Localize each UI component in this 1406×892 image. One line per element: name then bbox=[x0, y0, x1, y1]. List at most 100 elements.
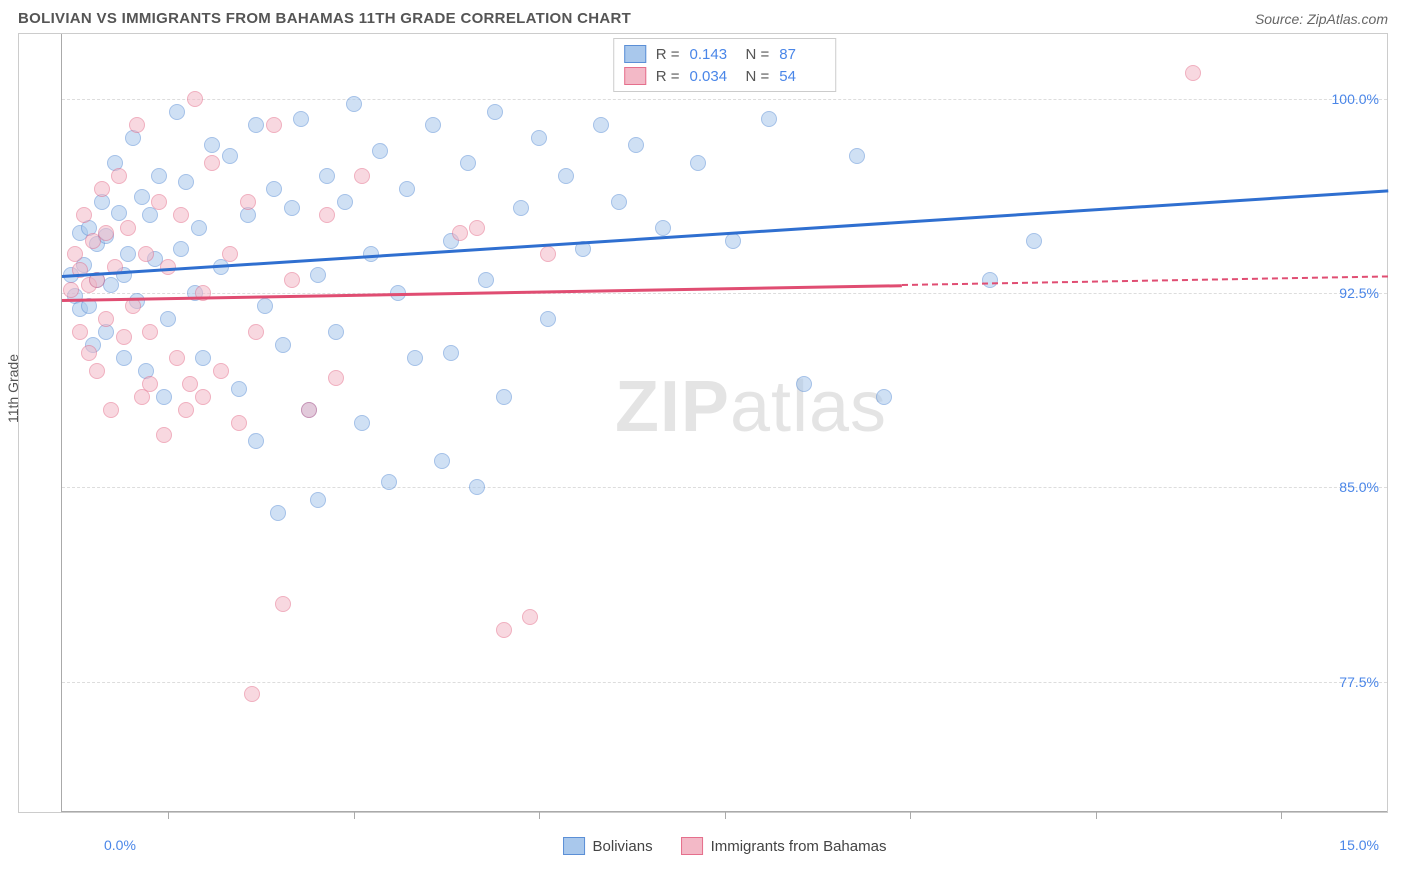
legend-swatch-bahamas bbox=[681, 837, 703, 855]
data-point-bolivians bbox=[195, 350, 211, 366]
y-axis-label: 11th Grade bbox=[5, 354, 21, 423]
data-point-bahamas bbox=[204, 155, 220, 171]
data-point-bolivians bbox=[849, 148, 865, 164]
data-point-bolivians bbox=[628, 137, 644, 153]
data-point-bolivians bbox=[655, 220, 671, 236]
stats-row-bahamas: R = 0.034 N = 54 bbox=[624, 65, 826, 87]
legend-swatch-bolivians bbox=[563, 837, 585, 855]
data-point-bolivians bbox=[434, 453, 450, 469]
legend-label-bahamas: Immigrants from Bahamas bbox=[711, 838, 887, 855]
data-point-bahamas bbox=[129, 117, 145, 133]
data-point-bolivians bbox=[116, 350, 132, 366]
data-point-bolivians bbox=[169, 104, 185, 120]
data-point-bolivians bbox=[381, 474, 397, 490]
data-point-bolivians bbox=[151, 168, 167, 184]
data-point-bahamas bbox=[522, 609, 538, 625]
data-point-bahamas bbox=[151, 194, 167, 210]
data-point-bahamas bbox=[354, 168, 370, 184]
data-point-bahamas bbox=[173, 207, 189, 223]
data-point-bolivians bbox=[1026, 233, 1042, 249]
data-point-bolivians bbox=[487, 104, 503, 120]
r-value-bahamas: 0.034 bbox=[690, 68, 736, 85]
n-label: N = bbox=[746, 68, 770, 85]
trend-line-bahamas-extrapolated bbox=[902, 275, 1388, 286]
data-point-bahamas bbox=[63, 282, 79, 298]
data-point-bolivians bbox=[222, 148, 238, 164]
data-point-bahamas bbox=[452, 225, 468, 241]
data-point-bolivians bbox=[407, 350, 423, 366]
swatch-bahamas bbox=[624, 67, 646, 85]
data-point-bahamas bbox=[98, 311, 114, 327]
data-point-bolivians bbox=[328, 324, 344, 340]
data-point-bahamas bbox=[182, 376, 198, 392]
x-tick bbox=[1281, 811, 1282, 819]
x-axis-min-label: 0.0% bbox=[104, 837, 136, 853]
data-point-bolivians bbox=[173, 241, 189, 257]
x-tick bbox=[725, 811, 726, 819]
stats-legend-box: R = 0.143 N = 87 R = 0.034 N = 54 bbox=[613, 38, 837, 92]
data-point-bahamas bbox=[244, 686, 260, 702]
data-point-bolivians bbox=[611, 194, 627, 210]
data-point-bolivians bbox=[134, 189, 150, 205]
watermark-part1: ZIP bbox=[615, 367, 730, 447]
data-point-bahamas bbox=[98, 225, 114, 241]
data-point-bahamas bbox=[103, 402, 119, 418]
data-point-bahamas bbox=[178, 402, 194, 418]
data-point-bolivians bbox=[425, 117, 441, 133]
gridline bbox=[62, 293, 1387, 294]
source-label: Source: ZipAtlas.com bbox=[1255, 11, 1388, 27]
data-point-bolivians bbox=[275, 337, 291, 353]
data-point-bolivians bbox=[270, 505, 286, 521]
data-point-bolivians bbox=[248, 433, 264, 449]
x-tick bbox=[168, 811, 169, 819]
data-point-bahamas bbox=[142, 376, 158, 392]
y-tick-label: 92.5% bbox=[1339, 285, 1379, 301]
trend-line-bolivians bbox=[62, 190, 1388, 278]
data-point-bahamas bbox=[213, 363, 229, 379]
data-point-bolivians bbox=[478, 272, 494, 288]
data-point-bahamas bbox=[284, 272, 300, 288]
data-point-bahamas bbox=[1185, 65, 1201, 81]
data-point-bahamas bbox=[496, 622, 512, 638]
data-point-bahamas bbox=[248, 324, 264, 340]
data-point-bolivians bbox=[496, 389, 512, 405]
y-tick-label: 77.5% bbox=[1339, 674, 1379, 690]
legend-item-bahamas: Immigrants from Bahamas bbox=[681, 837, 887, 855]
data-point-bolivians bbox=[310, 492, 326, 508]
x-tick bbox=[539, 811, 540, 819]
data-point-bolivians bbox=[248, 117, 264, 133]
data-point-bolivians bbox=[399, 181, 415, 197]
data-point-bahamas bbox=[187, 91, 203, 107]
x-tick bbox=[910, 811, 911, 819]
data-point-bahamas bbox=[120, 220, 136, 236]
data-point-bahamas bbox=[540, 246, 556, 262]
n-value-bahamas: 54 bbox=[779, 68, 825, 85]
data-point-bahamas bbox=[81, 345, 97, 361]
data-point-bolivians bbox=[319, 168, 335, 184]
data-point-bolivians bbox=[231, 381, 247, 397]
watermark: ZIPatlas bbox=[615, 366, 887, 448]
data-point-bolivians bbox=[513, 200, 529, 216]
data-point-bahamas bbox=[319, 207, 335, 223]
chart-header: BOLIVIAN VS IMMIGRANTS FROM BAHAMAS 11TH… bbox=[0, 0, 1406, 33]
data-point-bolivians bbox=[469, 479, 485, 495]
r-label: R = bbox=[656, 68, 680, 85]
data-point-bolivians bbox=[337, 194, 353, 210]
data-point-bahamas bbox=[231, 415, 247, 431]
data-point-bolivians bbox=[120, 246, 136, 262]
data-point-bahamas bbox=[142, 324, 158, 340]
data-point-bolivians bbox=[460, 155, 476, 171]
data-point-bahamas bbox=[89, 363, 105, 379]
r-value-bolivians: 0.143 bbox=[690, 46, 736, 63]
gridline bbox=[62, 487, 1387, 488]
data-point-bolivians bbox=[266, 181, 282, 197]
legend-bottom: Bolivians Immigrants from Bahamas bbox=[563, 837, 887, 855]
legend-item-bolivians: Bolivians bbox=[563, 837, 653, 855]
gridline bbox=[62, 682, 1387, 683]
y-tick-label: 100.0% bbox=[1332, 91, 1379, 107]
x-tick bbox=[1096, 811, 1097, 819]
data-point-bahamas bbox=[67, 246, 83, 262]
data-point-bolivians bbox=[310, 267, 326, 283]
data-point-bahamas bbox=[116, 329, 132, 345]
data-point-bolivians bbox=[346, 96, 362, 112]
